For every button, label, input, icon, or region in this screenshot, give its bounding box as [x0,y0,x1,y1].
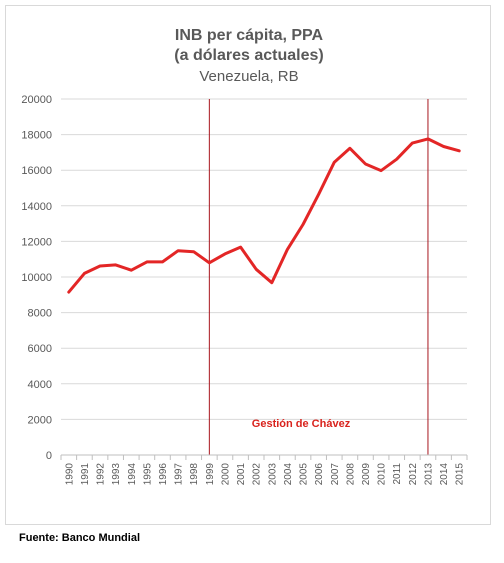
annotation-gestion-chavez: Gestión de Chávez [252,418,351,430]
chart-title-line-1: INB per cápita, PPA [175,27,324,44]
line-chart: 0 2000 4000 6000 8000 10000 12000 14000 16000 180… [21,27,468,486]
x-tick-label: 2007 [330,463,341,486]
y-tick-label: 18000 [21,130,52,142]
chart-title-line-2: (a dólares actuales) [174,47,323,64]
x-tick-label: 2012 [408,463,419,486]
x-tick-label: 2011 [392,463,403,485]
x-tick-label: 2003 [267,463,278,486]
x-tick-label: 2002 [252,463,263,486]
x-tick-label: 2000 [220,463,231,486]
y-tick-label: 6000 [28,343,52,355]
y-tick-label: 12000 [21,236,52,248]
y-tick-label: 20000 [21,94,52,106]
y-tick-label: 4000 [28,379,52,391]
axes: 0 2000 4000 6000 8000 10000 12000 14000 16000 180… [21,94,468,486]
x-tick-label: 1991 [80,463,91,486]
chart-text: INB per cápita, PPA (a dólares actuales)… [174,27,350,430]
y-tick-label: 2000 [28,414,52,426]
x-tick-label: 2013 [423,463,434,486]
x-tick-label: 2005 [299,463,310,486]
y-tick-label: 8000 [28,308,52,320]
series-layer [67,137,461,294]
chart-frame: 0 2000 4000 6000 8000 10000 12000 14000 16000 180… [5,5,491,525]
x-tick-label: 2009 [361,463,372,486]
x-tick-label: 1995 [142,463,153,486]
x-tick-label: 1996 [158,463,169,486]
x-tick-label: 1990 [64,463,75,486]
x-tick-label: 1998 [189,463,200,486]
x-tick-label: 1997 [174,463,185,486]
series-line-0 [67,137,461,294]
x-tick-label: 1999 [205,463,216,486]
x-tick-label: 1992 [96,463,107,486]
x-tick-label: 2015 [455,463,466,486]
x-tick-label: 2004 [283,463,294,486]
y-tick-label: 10000 [21,272,52,284]
x-tick-label: 1993 [111,463,122,486]
reference-lines [208,99,429,455]
chart-subtitle: Venezuela, RB [199,68,298,85]
x-tick-label: 2001 [236,463,247,486]
y-tick-label: 14000 [21,201,52,213]
y-tick-label: 0 [46,450,52,462]
y-tick-label: 16000 [21,165,52,177]
x-tick-label: 2014 [439,463,450,486]
x-tick-label: 2010 [377,463,388,486]
x-tick-label: 1994 [127,463,138,486]
source-note: Fuente: Banco Mundial [19,532,140,544]
x-tick-label: 2008 [345,463,356,486]
x-tick-label: 2006 [314,463,325,486]
